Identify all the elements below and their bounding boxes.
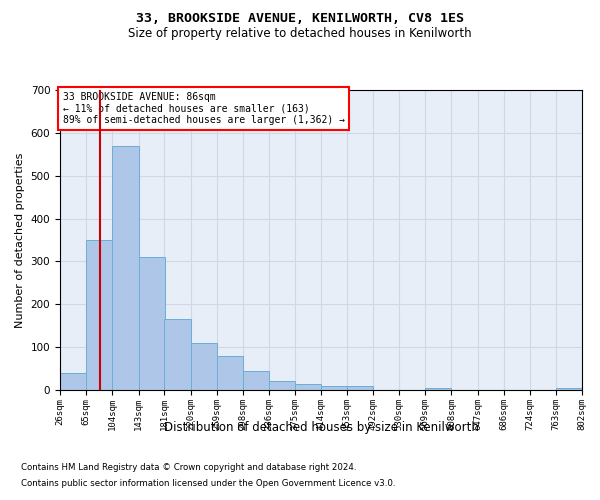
Text: Distribution of detached houses by size in Kenilworth: Distribution of detached houses by size …	[164, 421, 478, 434]
Bar	[191, 343, 217, 390]
Text: Contains HM Land Registry data © Crown copyright and database right 2024.: Contains HM Land Registry data © Crown c…	[21, 464, 356, 472]
Bar	[269, 382, 295, 390]
Bar	[425, 388, 451, 390]
Text: Size of property relative to detached houses in Kenilworth: Size of property relative to detached ho…	[128, 28, 472, 40]
Bar	[86, 240, 112, 390]
Text: 33 BROOKSIDE AVENUE: 86sqm
← 11% of detached houses are smaller (163)
89% of sem: 33 BROOKSIDE AVENUE: 86sqm ← 11% of deta…	[62, 92, 344, 124]
Bar	[139, 257, 165, 390]
Bar	[295, 384, 321, 390]
Text: 33, BROOKSIDE AVENUE, KENILWORTH, CV8 1ES: 33, BROOKSIDE AVENUE, KENILWORTH, CV8 1E…	[136, 12, 464, 26]
Bar	[347, 386, 373, 390]
Text: Contains public sector information licensed under the Open Government Licence v3: Contains public sector information licen…	[21, 478, 395, 488]
Bar	[217, 356, 243, 390]
Bar	[556, 388, 582, 390]
Bar	[112, 146, 139, 390]
Bar	[60, 373, 86, 390]
Bar	[321, 386, 347, 390]
Y-axis label: Number of detached properties: Number of detached properties	[15, 152, 25, 328]
Bar	[243, 370, 269, 390]
Bar	[164, 320, 191, 390]
